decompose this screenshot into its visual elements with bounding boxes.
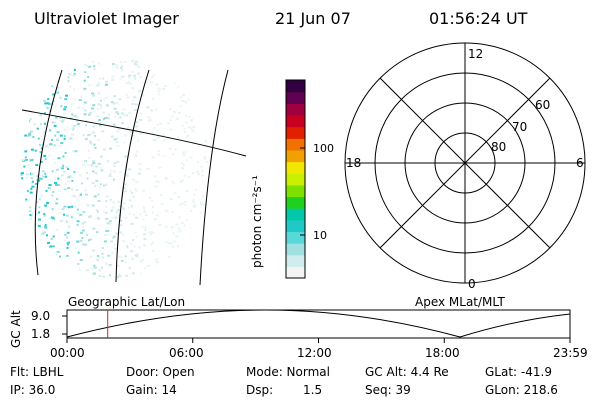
polar-grid: [344, 42, 586, 284]
ip-info: IP: 36.0: [10, 383, 56, 397]
gc-alt-curve: [66, 309, 571, 338]
colorbar-swatch: [286, 243, 305, 256]
colorbar-swatch: [286, 184, 305, 198]
colorbar-swatch: [286, 219, 305, 233]
longitude-line: [199, 69, 229, 286]
x-ticks: [66, 338, 571, 343]
gc-alt-info: GC Alt: 4.4 Re: [365, 365, 449, 379]
mlt-line-diagonal: [379, 77, 551, 249]
door-info: Door: Open: [126, 365, 195, 379]
filter-info: Flt: LBHL: [10, 365, 64, 379]
gain-info: Gain: 14: [126, 383, 177, 397]
instrument-title: Ultraviolet Imager: [34, 9, 179, 28]
colorbar-swatch: [286, 254, 305, 267]
x-tick-label: 12:00: [297, 346, 332, 360]
colorbar-swatch: [286, 231, 305, 244]
colorbar-unit-label: photon cm⁻²s⁻¹: [250, 175, 264, 268]
longitude-line: [115, 69, 150, 283]
dsp-label: Dsp:: [246, 383, 274, 397]
x-tick-label: 00:00: [50, 346, 85, 360]
y-tick-label: 9.0: [31, 309, 51, 323]
colorbar-swatch: [286, 91, 305, 104]
colorbar-swatch: [286, 161, 305, 174]
glon-info: GLon: 218.6: [485, 383, 558, 397]
timeline-frame: [66, 309, 571, 339]
mlt-label-6: 6: [576, 156, 584, 170]
colorbar-swatch: [286, 196, 305, 209]
lat-label-80: 80: [491, 140, 507, 154]
colorbar-swatch: [286, 114, 305, 128]
earth-disk-image: [20, 58, 247, 286]
colorbar-swatch: [286, 80, 305, 93]
lat-label-70: 70: [512, 120, 528, 134]
colorbar-swatch: [286, 138, 305, 151]
lat-label-60: 60: [535, 98, 551, 112]
colorbar-swatch: [286, 103, 305, 116]
timeline-plot: [62, 309, 571, 343]
colorbar-frame: [285, 79, 306, 279]
latitude-line: [21, 109, 247, 157]
x-tick-label: 18:00: [425, 346, 460, 360]
dsp-value: 1.5: [303, 383, 323, 397]
y-tick-label: 1.8: [31, 327, 51, 341]
mlt-label-18: 18: [346, 156, 362, 170]
colorbar-swatch: [286, 173, 305, 186]
seq-info: Seq: 39: [365, 383, 411, 397]
mode-info: Mode: Normal: [246, 365, 330, 379]
colorbar-swatch: [286, 208, 305, 221]
colorbar-tick-label: 10: [313, 229, 327, 242]
timeline-left-label: Geographic Lat/Lon: [68, 295, 186, 309]
date-label: 21 Jun 07: [275, 9, 351, 28]
colorbar-swatch: [286, 149, 305, 163]
mlt-label-0: 0: [468, 277, 476, 291]
intensity-colorbar: [286, 80, 305, 279]
timeline-right-label: Apex MLat/MLT: [415, 295, 505, 309]
colorbar-swatch: [286, 126, 305, 139]
colorbar-tick-label: 100: [313, 142, 334, 155]
glat-info: GLat: -41.9: [485, 365, 552, 379]
longitude-line: [34, 69, 63, 276]
timeline-y-axis-label: GC Alt: [9, 310, 23, 348]
time-label: 01:56:24 UT: [429, 9, 528, 28]
x-tick-label: 06:00: [169, 346, 204, 360]
x-tick-label: 23:59: [553, 346, 588, 360]
mlt-label-12: 12: [468, 47, 484, 61]
colorbar-swatch: [286, 266, 305, 279]
